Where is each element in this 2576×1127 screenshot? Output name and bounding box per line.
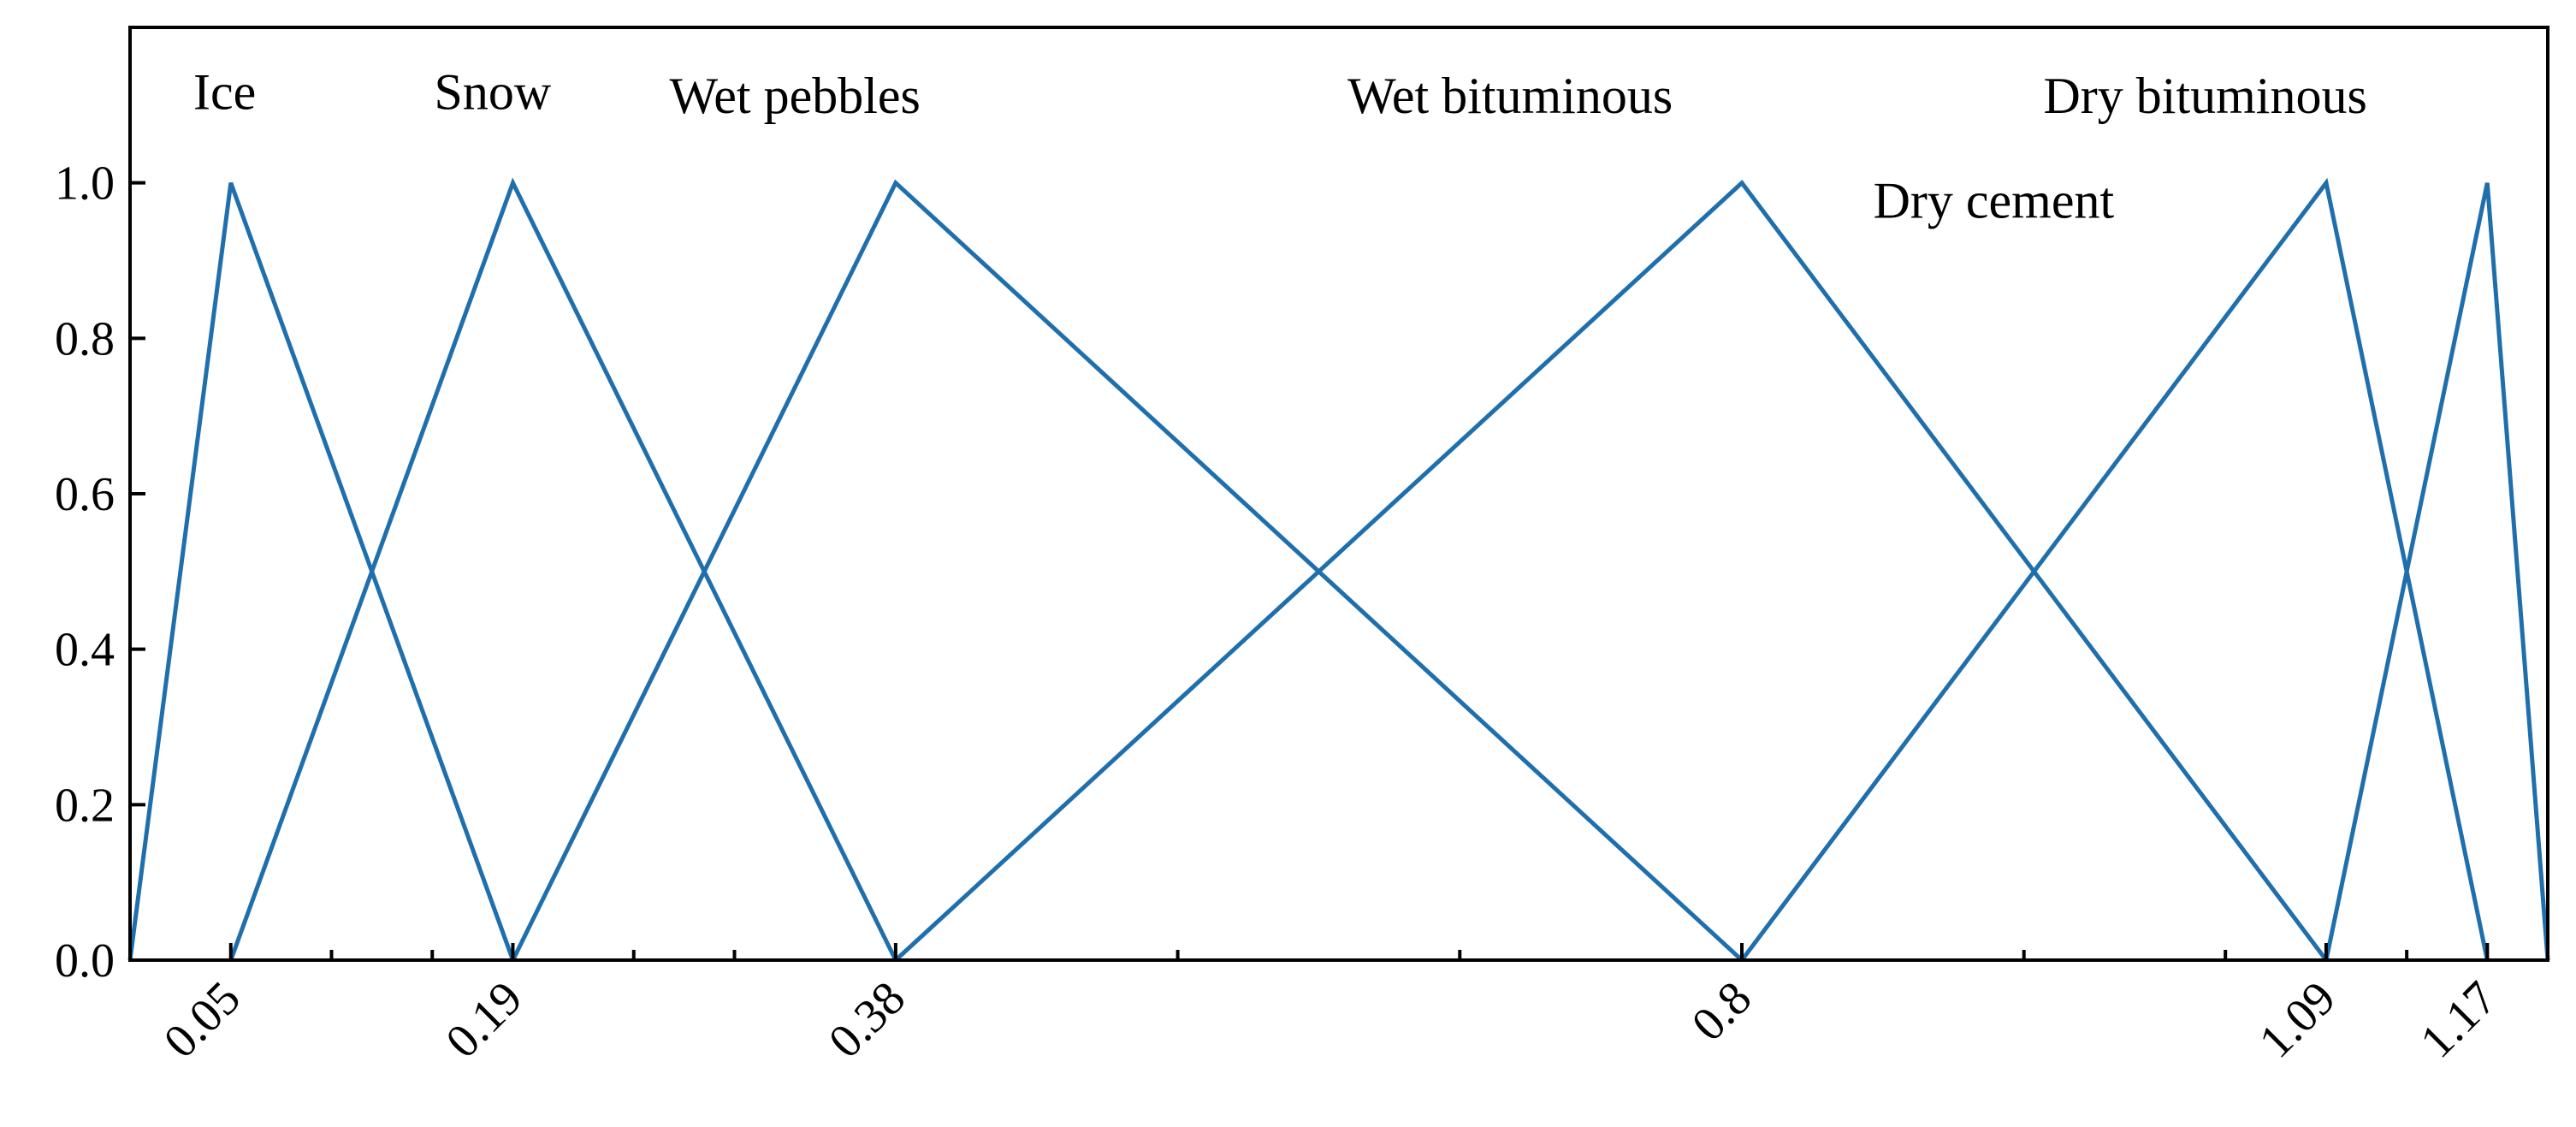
x-tick-label: 0.19 xyxy=(436,971,533,1068)
series-label-3: Wet pebbles xyxy=(669,68,920,124)
series-line-6 xyxy=(2324,182,2550,961)
series-label-4: Wet bituminous xyxy=(1347,68,1673,124)
series-line-4 xyxy=(894,179,2328,962)
y-tick-label: 0.8 xyxy=(55,312,115,365)
y-tick-label: 0.0 xyxy=(55,934,115,988)
y-tick-label: 0.2 xyxy=(55,779,115,832)
series-labels: Ice Snow Wet pebbles Wet bituminous Dry ceme… xyxy=(193,63,2367,228)
y-axis-ticks: 0.0 0.2 0.4 0.6 0.8 1.0 xyxy=(55,157,145,988)
series-label-6: Dry bituminous xyxy=(2043,68,2366,124)
series-line-2 xyxy=(228,177,898,962)
series-group xyxy=(127,177,2550,962)
series-line-3 xyxy=(511,179,1744,962)
plot-frame xyxy=(128,26,2549,962)
x-tick-label: 0.8 xyxy=(1682,971,1762,1051)
x-tick-label: 0.05 xyxy=(154,971,251,1068)
x-tick-label: 1.09 xyxy=(2249,971,2346,1068)
x-tick-label: 0.38 xyxy=(819,971,915,1068)
x-tick-label: 1.17 xyxy=(2410,971,2507,1068)
series-label-1: Ice xyxy=(193,63,256,120)
y-tick-label: 1.0 xyxy=(55,157,115,211)
axes-group xyxy=(128,26,2549,962)
series-label-2: Snow xyxy=(435,63,552,120)
series-label-5: Dry cement xyxy=(1874,173,2115,229)
series-line-5 xyxy=(1740,177,2490,962)
y-tick-label: 0.4 xyxy=(55,624,115,677)
series-line-1 xyxy=(127,181,515,961)
y-tick-label: 0.6 xyxy=(55,468,115,521)
